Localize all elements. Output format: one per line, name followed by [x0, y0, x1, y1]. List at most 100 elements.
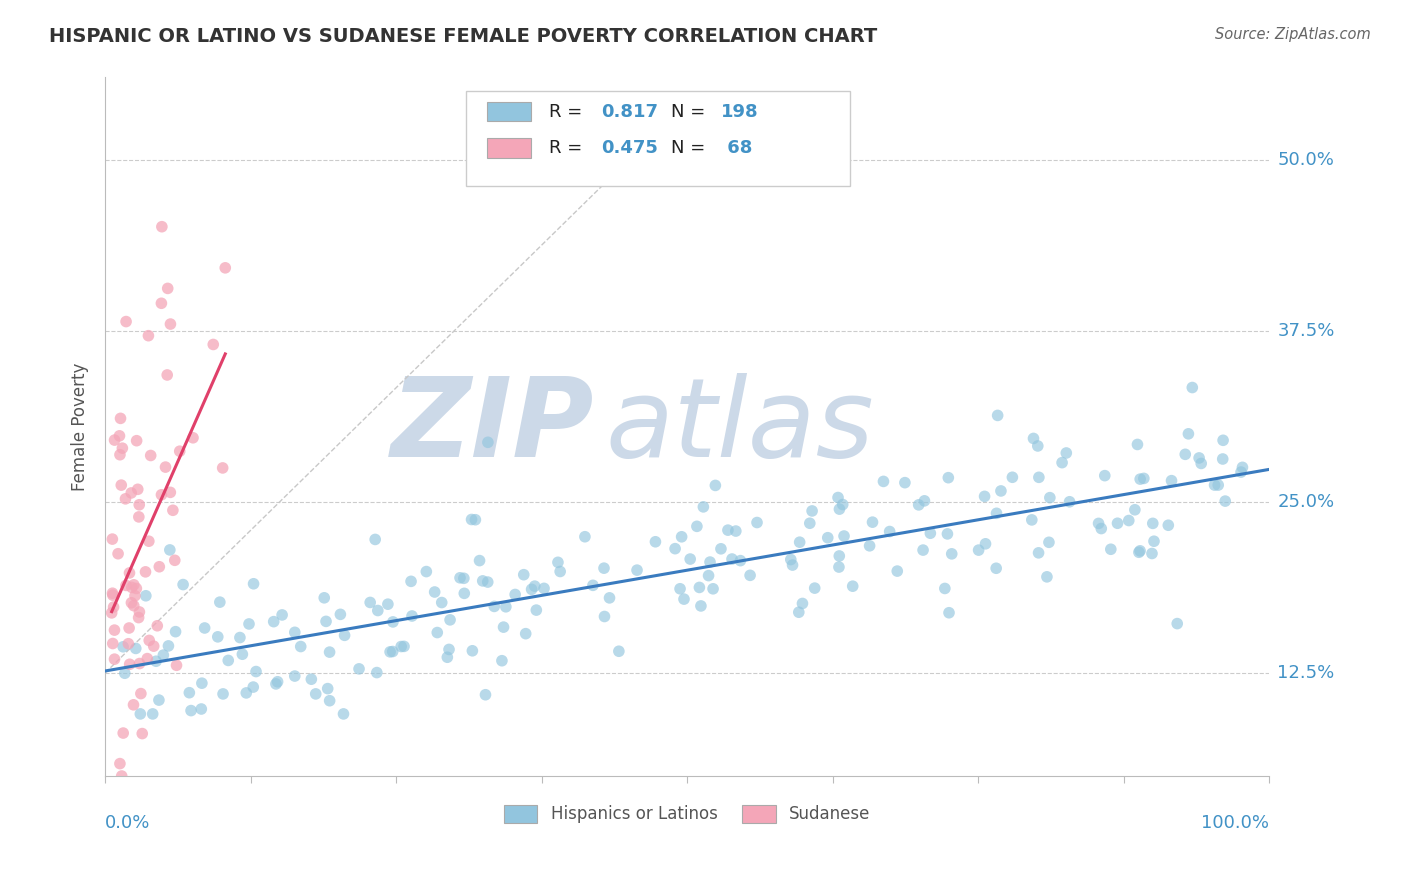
Point: [1204, 478, 1226, 492]
Point: [515, 626, 537, 640]
Point: [364, 533, 387, 547]
Point: [686, 519, 709, 533]
Point: [148, 559, 170, 574]
Point: [118, 566, 141, 580]
Point: [191, 676, 214, 690]
Point: [1230, 465, 1253, 479]
Point: [1189, 457, 1212, 471]
Point: [264, 677, 287, 691]
Point: [381, 615, 404, 629]
Point: [1059, 495, 1081, 509]
Point: [1206, 478, 1229, 492]
Point: [134, 565, 156, 579]
Point: [1133, 471, 1156, 485]
Point: [100, 606, 122, 620]
Point: [181, 431, 204, 445]
Point: [114, 491, 136, 506]
Point: [782, 558, 804, 572]
Point: [503, 587, 526, 601]
Point: [599, 591, 621, 605]
Point: [423, 585, 446, 599]
Bar: [486, 102, 531, 121]
Point: [688, 581, 710, 595]
Point: [664, 541, 686, 556]
Point: [155, 460, 177, 475]
Point: [271, 607, 294, 622]
Point: [1050, 456, 1073, 470]
Point: [710, 541, 733, 556]
Point: [115, 315, 138, 329]
Point: [702, 582, 724, 596]
Point: [124, 589, 146, 603]
Point: [986, 506, 1008, 520]
Point: [128, 498, 150, 512]
Point: [692, 500, 714, 514]
Text: N =: N =: [671, 103, 711, 120]
Point: [967, 543, 990, 558]
Point: [111, 441, 134, 455]
Point: [150, 488, 173, 502]
Point: [841, 579, 863, 593]
Point: [987, 409, 1010, 423]
Point: [669, 582, 692, 596]
Point: [801, 504, 824, 518]
Point: [122, 599, 145, 613]
Point: [202, 337, 225, 351]
Point: [1107, 516, 1129, 531]
Point: [912, 543, 935, 558]
Point: [1143, 534, 1166, 549]
Point: [468, 553, 491, 567]
Point: [1212, 452, 1234, 467]
Point: [607, 644, 630, 658]
Point: [138, 328, 160, 343]
Point: [730, 554, 752, 568]
Point: [318, 694, 340, 708]
Point: [920, 526, 942, 541]
Point: [299, 672, 322, 686]
Point: [644, 534, 666, 549]
Legend: Hispanics or Latinos, Sudanese: Hispanics or Latinos, Sudanese: [498, 798, 877, 830]
Point: [831, 498, 853, 512]
Point: [533, 582, 555, 596]
Point: [245, 665, 267, 679]
Point: [789, 535, 811, 549]
Point: [305, 687, 328, 701]
Point: [437, 642, 460, 657]
Point: [120, 486, 142, 500]
Text: ZIP: ZIP: [391, 373, 593, 480]
Point: [190, 702, 212, 716]
Point: [1021, 513, 1043, 527]
Point: [166, 658, 188, 673]
Point: [103, 433, 125, 447]
Point: [125, 641, 148, 656]
Point: [157, 639, 180, 653]
Point: [107, 547, 129, 561]
Point: [284, 625, 307, 640]
Point: [936, 527, 959, 541]
Point: [110, 411, 132, 425]
Point: [934, 582, 956, 596]
Point: [229, 631, 252, 645]
Point: [1212, 434, 1234, 448]
Point: [1126, 437, 1149, 451]
Point: [146, 619, 169, 633]
Point: [333, 628, 356, 642]
Point: [159, 543, 181, 558]
Point: [986, 561, 1008, 575]
Point: [138, 534, 160, 549]
Point: [401, 609, 423, 624]
Point: [111, 769, 134, 783]
Point: [1174, 447, 1197, 461]
Text: Source: ZipAtlas.com: Source: ZipAtlas.com: [1215, 27, 1371, 42]
Point: [1099, 542, 1122, 557]
Text: 68: 68: [721, 139, 752, 157]
Point: [1054, 446, 1077, 460]
Point: [128, 605, 150, 619]
Point: [827, 491, 849, 505]
Text: HISPANIC OR LATINO VS SUDANESE FEMALE POVERTY CORRELATION CHART: HISPANIC OR LATINO VS SUDANESE FEMALE PO…: [49, 27, 877, 45]
Point: [163, 553, 186, 567]
Y-axis label: Female Poverty: Female Poverty: [72, 362, 89, 491]
Point: [524, 603, 547, 617]
Point: [118, 657, 141, 672]
Point: [399, 574, 422, 589]
